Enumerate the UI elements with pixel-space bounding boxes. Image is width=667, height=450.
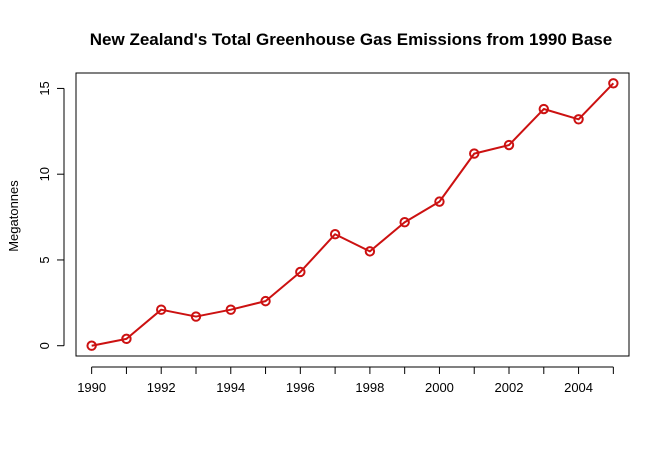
- series-layer: [86, 78, 619, 351]
- y-tick-label-10: 10: [37, 167, 52, 181]
- data-point-2003: [538, 103, 549, 115]
- x-tick-label-2004: 2004: [564, 380, 593, 395]
- data-point-1999: [399, 217, 410, 228]
- data-point-2000: [434, 196, 445, 207]
- y-tick-label-5: 5: [37, 256, 52, 263]
- data-point-1994: [225, 304, 236, 315]
- y-tick-label-15: 15: [37, 81, 52, 95]
- y-axis-label: Megatonnes: [6, 180, 21, 252]
- data-point-1992: [156, 304, 167, 315]
- data-point-2005: [608, 78, 619, 89]
- data-point-2001: [469, 148, 480, 159]
- y-axis: 0 5 10 15: [37, 81, 65, 349]
- x-tick-label-2000: 2000: [425, 380, 454, 395]
- data-point-1990: [86, 340, 97, 351]
- x-tick-label-2002: 2002: [495, 380, 524, 395]
- x-tick-label-1996: 1996: [286, 380, 315, 395]
- x-tick-label-1990: 1990: [77, 380, 106, 395]
- x-axis: 1990 1992 1994 1996 1998 2000 2002 2004: [77, 366, 614, 395]
- data-point-1993: [190, 311, 202, 322]
- x-tick-label-1992: 1992: [147, 380, 176, 395]
- data-point-1991: [121, 333, 132, 345]
- x-tick-label-1998: 1998: [355, 380, 384, 395]
- y-tick-label-0: 0: [37, 342, 52, 349]
- data-point-2002: [503, 139, 515, 151]
- x-tick-label-1994: 1994: [216, 380, 245, 395]
- data-point-1998: [364, 246, 376, 257]
- data-point-1996: [295, 266, 306, 278]
- series-line: [91, 82, 615, 347]
- data-point-1997: [329, 229, 341, 240]
- chart-title: New Zealand's Total Greenhouse Gas Emiss…: [90, 30, 612, 49]
- data-point-1995: [260, 295, 271, 307]
- plot-frame: [75, 72, 630, 357]
- data-point-2004: [573, 114, 584, 125]
